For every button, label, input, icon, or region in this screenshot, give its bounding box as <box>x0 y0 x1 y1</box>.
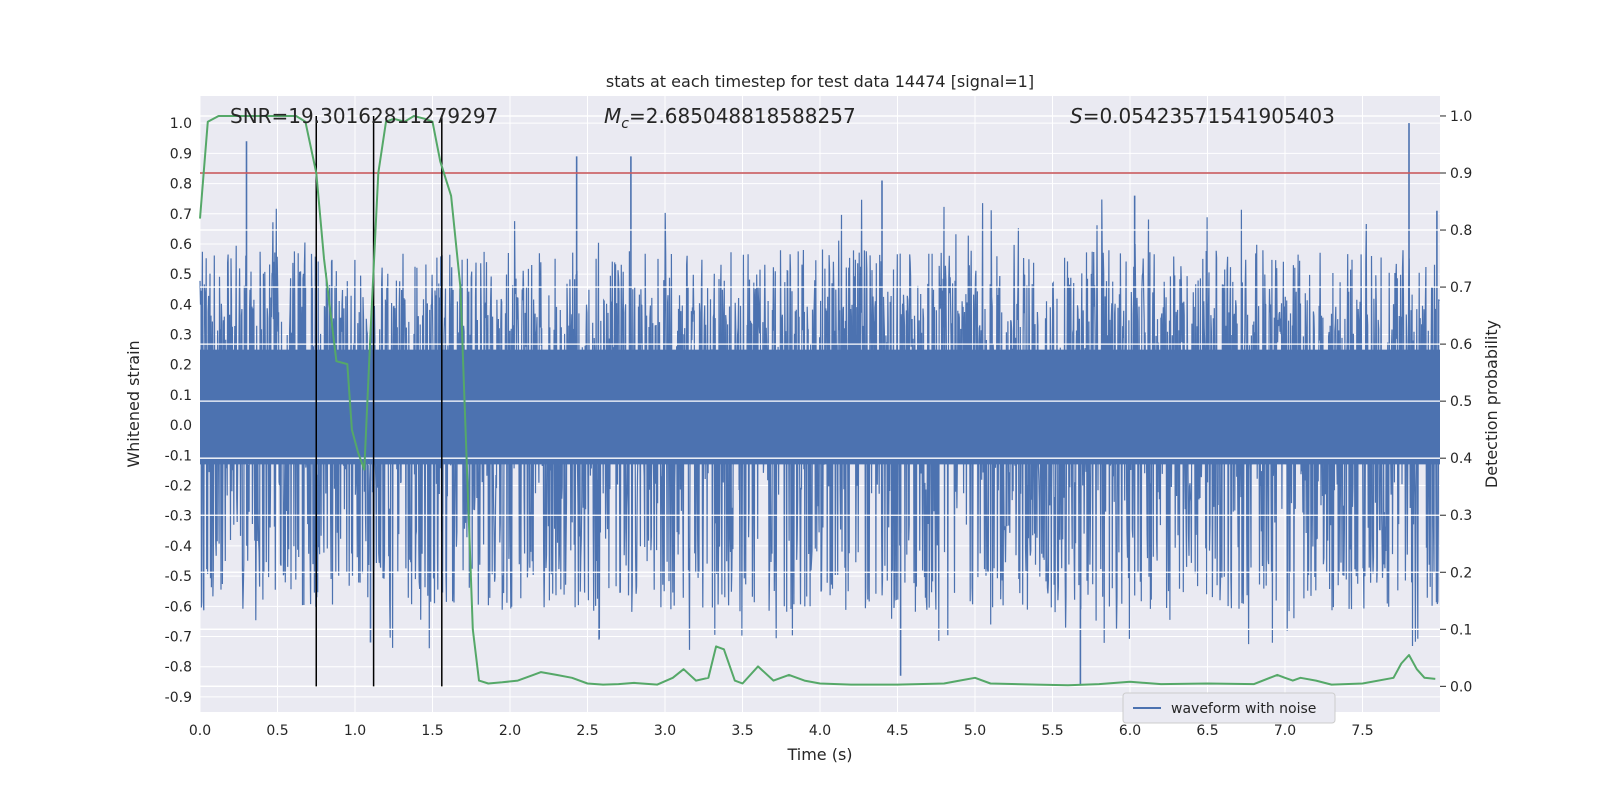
x-tick-label: 7.0 <box>1274 723 1296 739</box>
y-tick-label: 0.9 <box>170 146 192 162</box>
waveform-core-band <box>200 349 1440 465</box>
y-tick-label: -0.7 <box>165 630 192 646</box>
x-tick-label: 3.0 <box>654 723 676 739</box>
y-tick-label: -0.8 <box>165 660 192 676</box>
y-tick-label: 0.2 <box>170 358 192 374</box>
x-axis-ticks: 0.0 0.5 1.0 1.5 2.0 2.5 3.0 3.5 4.0 4.5 5.0 5.5 6.0 6… <box>189 723 1374 739</box>
y2-tick-label: 0.3 <box>1450 508 1472 524</box>
probability-line <box>199 115 1436 687</box>
x-tick-label: 4.0 <box>809 723 831 739</box>
waveform-line <box>199 199 1440 650</box>
y-tick-label: 0.7 <box>170 207 192 223</box>
x-tick-label: 2.0 <box>499 723 521 739</box>
y2-tick-label: 0.9 <box>1450 166 1472 182</box>
x-tick-label: 0.5 <box>266 723 288 739</box>
y2-axis-title: Detection probability <box>1482 320 1501 488</box>
x-tick-label: 3.5 <box>731 723 753 739</box>
y-tick-label: -0.5 <box>165 569 192 585</box>
y-tick-label: 0.6 <box>170 237 192 253</box>
x-axis-title: Time (s) <box>786 745 852 764</box>
y2-tick-label: 0.5 <box>1450 394 1472 410</box>
y-tick-label: 0.0 <box>170 418 192 434</box>
legend-label: waveform with noise <box>1171 701 1316 717</box>
y-tick-label: 0.4 <box>170 297 192 313</box>
y-axis-ticks: 1.0 0.9 0.8 0.7 0.6 0.5 0.4 0.3 0.2 0.1 0.0 -0.1 -0.… <box>165 116 192 706</box>
y-tick-label: -0.2 <box>165 479 192 495</box>
x-tick-label: 4.5 <box>886 723 908 739</box>
snr-annotation: SNR=19.30162811279297 <box>230 104 498 128</box>
y-tick-label: -0.9 <box>165 690 192 706</box>
x-tick-label: 5.0 <box>964 723 986 739</box>
y2-tick-label: 0.8 <box>1450 223 1472 239</box>
y2-tick-label: 0.1 <box>1450 622 1472 638</box>
chirp-mass-symbol: M <box>604 104 621 128</box>
y2-tick-label: 0.0 <box>1450 679 1472 695</box>
y-tick-label: -0.6 <box>165 599 192 615</box>
plot-title: stats at each timestep for test data 144… <box>606 72 1034 91</box>
x-tick-label: 1.5 <box>421 723 443 739</box>
vertical-markers <box>315 115 443 687</box>
y-tick-label: -0.1 <box>165 448 192 464</box>
y2-axis-ticks: 1.0 0.9 0.8 0.7 0.6 0.5 0.4 0.3 0.2 0.1 0.0 <box>1440 109 1472 695</box>
y-tick-label: 0.8 <box>170 177 192 193</box>
chirp-mass-subscript: c <box>621 116 629 132</box>
chirp-mass-value: =2.685048818588257 <box>629 104 856 128</box>
y-axis-title: Whitened strain <box>124 340 143 467</box>
x-tick-label: 1.0 <box>344 723 366 739</box>
probability-series <box>199 115 1436 687</box>
y-tick-label: 0.5 <box>170 267 192 283</box>
y-tick-label: -0.4 <box>165 539 192 555</box>
legend: waveform with noise <box>1122 692 1336 724</box>
x-tick-label: 5.5 <box>1041 723 1063 739</box>
s-symbol: S <box>1070 104 1083 128</box>
y-tick-label: 1.0 <box>170 116 192 132</box>
y-tick-label: 0.1 <box>170 388 192 404</box>
y-tick-label: 0.3 <box>170 328 192 344</box>
y2-tick-label: 0.6 <box>1450 337 1472 353</box>
legend-box <box>1122 692 1336 724</box>
x-tick-label: 6.0 <box>1119 723 1141 739</box>
s-value: =0.05423571541905403 <box>1083 104 1335 128</box>
y2-tick-label: 1.0 <box>1450 109 1472 125</box>
x-tick-label: 2.5 <box>576 723 598 739</box>
x-tick-label: 7.5 <box>1351 723 1373 739</box>
y-tick-label: -0.3 <box>165 509 192 525</box>
y2-tick-label: 0.4 <box>1450 451 1472 467</box>
x-tick-label: 6.5 <box>1196 723 1218 739</box>
s-annotation: S=0.05423571541905403 <box>1070 104 1335 128</box>
x-tick-label: 0.0 <box>189 723 211 739</box>
waveform-series <box>199 115 1440 687</box>
chirp-mass-annotation: Mc=2.685048818588257 <box>604 104 856 132</box>
y2-tick-label: 0.2 <box>1450 565 1472 581</box>
y2-tick-label: 0.7 <box>1450 280 1472 296</box>
